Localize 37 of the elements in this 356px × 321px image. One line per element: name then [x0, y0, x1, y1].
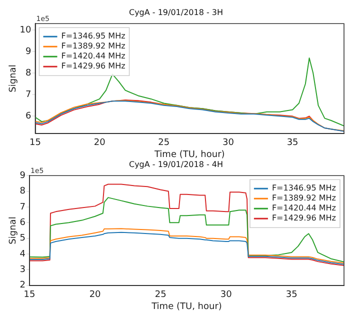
legend-label: F=1420.44 MHz	[61, 52, 126, 61]
y-tick-label: 9	[20, 170, 26, 181]
legend-label: F=1346.95 MHz	[272, 184, 336, 193]
y-tick-label: 7	[26, 90, 32, 100]
x-axis-title: Time (TU, hour)	[153, 150, 225, 160]
chart-title: CygA - 19/01/2018 - 3H	[128, 8, 224, 17]
y-axis-title: Signal	[8, 216, 19, 244]
legend-label: F=1389.92 MHz	[272, 194, 336, 203]
x-tick-label: 20	[89, 290, 102, 300]
y-tick-label: 6	[20, 218, 26, 228]
y-tick-label: 8	[26, 68, 32, 78]
y-tick-label: 5	[20, 234, 26, 244]
x-tick-label: 25	[158, 138, 170, 148]
x-tick-label: 15	[30, 138, 41, 148]
x-tick-label: 35	[286, 138, 298, 148]
y-tick-label: 10	[20, 25, 32, 36]
x-tick-label: 20	[94, 138, 106, 148]
x-tick-label: 25	[154, 290, 166, 300]
y-tick-label: 4	[20, 249, 26, 260]
y-axis-title: Signal	[8, 64, 19, 92]
x-tick-label: 15	[24, 290, 36, 300]
legend-label: F=1420.44 MHz	[272, 204, 336, 213]
legend-label: F=1429.96 MHz	[61, 62, 126, 71]
y-tick-label: 8	[20, 186, 26, 197]
x-tick-label: 30	[220, 290, 232, 300]
chart-title: CygA - 19/01/2018 - 4H	[128, 160, 224, 169]
y-tick-label: 2	[20, 280, 26, 291]
x-tick-label: 35	[286, 290, 298, 300]
x-axis-title: Time (TU, hour)	[150, 302, 222, 312]
x-tick-label: 30	[222, 138, 234, 148]
legend-label: F=1346.95 MHz	[61, 32, 126, 41]
y-tick-label: 7	[20, 202, 26, 212]
legend-label: F=1389.92 MHz	[61, 42, 126, 51]
y-tick-label: 9	[26, 46, 32, 57]
y-tick-label: 6	[26, 112, 32, 122]
y-tick-label: 3	[20, 265, 26, 276]
legend-label: F=1429.96 MHz	[272, 214, 336, 223]
